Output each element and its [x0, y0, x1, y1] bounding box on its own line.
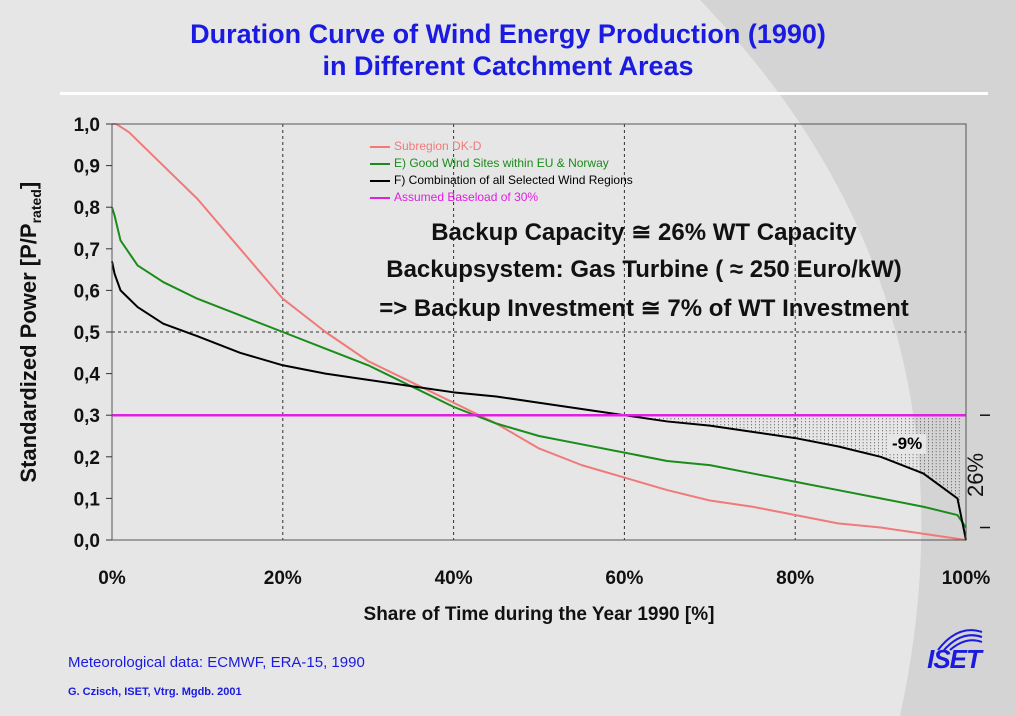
iset-logo-arcs-icon — [937, 629, 983, 651]
legend-item-baseload: Assumed Baseload of 30% — [370, 190, 538, 204]
legend-item-combination: F) Combination of all Selected Wind Regi… — [370, 173, 633, 187]
chart-title-line-2: in Different Catchment Areas — [322, 51, 694, 81]
series-line-good-sites — [111, 206, 967, 529]
footer-meteorological-data: Meteorological data: ECMWF, ERA-15, 1990 — [68, 654, 365, 671]
x-tick-label-3: 60% — [605, 568, 643, 589]
x-tick-label-4: 80% — [776, 568, 814, 589]
y-tick-label-5: 0,5 — [74, 323, 101, 344]
grid-lines — [112, 124, 966, 540]
series-lines — [111, 123, 967, 541]
y-tick-label-1: 0,1 — [74, 489, 101, 510]
axes — [106, 123, 967, 541]
footer-credit: G. Czisch, ISET, Vtrg. Mgdb. 2001 — [68, 686, 242, 698]
y-tick-label-0: 0,0 — [74, 531, 100, 552]
legend-label-good-sites: E) Good Wind Sites within EU & Norway — [394, 156, 609, 170]
annotation-backup-investment: => Backup Investment ≅ 7% of WT Investme… — [379, 295, 909, 322]
series-line-combination — [111, 261, 967, 541]
legend-swatch-subregion — [370, 145, 390, 148]
legend-item-good-sites: E) Good Wind Sites within EU & Norway — [370, 156, 609, 170]
legend-label-baseload: Assumed Baseload of 30% — [394, 190, 539, 204]
y-tick-label-2: 0,2 — [74, 448, 100, 469]
y-axis-label: Standardized Power [P/Prated] — [15, 181, 45, 483]
title-divider — [60, 92, 988, 95]
backup-bracket — [980, 414, 990, 529]
y-tick-label-10: 1,0 — [74, 115, 100, 136]
annotation-backup-capacity: Backup Capacity ≅ 26% WT Capacity — [431, 219, 857, 246]
y-tick-label-4: 0,4 — [74, 365, 101, 386]
iset-logo: ISET — [918, 622, 990, 678]
y-tick-label-7: 0,7 — [74, 240, 100, 261]
legend-swatch-baseload — [370, 196, 390, 199]
annotation-26-percent: 26% — [963, 452, 989, 498]
y-tick-label-9: 0,9 — [74, 157, 100, 178]
y-tick-label-6: 0,6 — [74, 281, 100, 302]
legend-swatch-combination — [370, 179, 390, 182]
legend-swatch-good-sites — [370, 162, 390, 165]
x-tick-label-5: 100% — [942, 568, 991, 589]
x-tick-label-1: 20% — [264, 568, 302, 589]
legend-label-combination: F) Combination of all Selected Wind Regi… — [394, 173, 633, 187]
y-tick-label-8: 0,8 — [74, 198, 100, 219]
x-tick-label-2: 40% — [435, 568, 473, 589]
chart-title-line-1: Duration Curve of Wind Energy Production… — [190, 19, 826, 49]
annotation-backup-system: Backupsystem: Gas Turbine ( ≈ 250 Euro/k… — [386, 256, 902, 283]
legend-label-subregion: Subregion DK-D — [394, 139, 482, 153]
x-tick-label-0: 0% — [98, 568, 126, 589]
tick-labels: 0% 20% 40% 60% 80% 100% 0,0 0,1 0,2 0,3 0,4 0,5 0,6 0… — [74, 115, 991, 589]
x-axis-label: Share of Time during the Year 1990 [%] — [363, 604, 715, 625]
legend-item-subregion: Subregion DK-D — [370, 139, 481, 153]
iset-logo-text: ISET — [927, 644, 982, 674]
y-tick-label-3: 0,3 — [74, 406, 100, 427]
annotation-minus-9-percent: -9% — [888, 434, 927, 454]
